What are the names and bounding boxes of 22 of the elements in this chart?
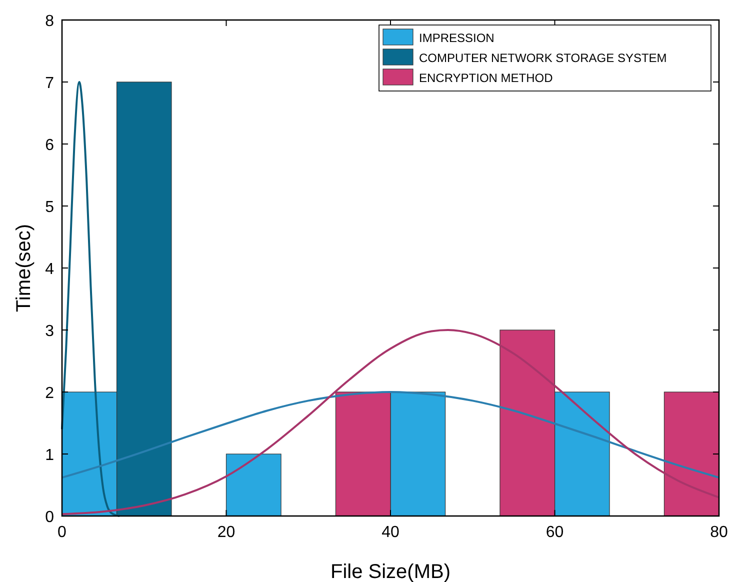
- y-axis-title: Time(sec): [13, 224, 35, 312]
- x-tick-label: 40: [382, 524, 400, 541]
- line-series: [61, 391, 720, 479]
- y-tick-label: 5: [45, 199, 54, 216]
- legend-label: COMPUTER NETWORK STORAGE SYSTEM: [419, 51, 667, 65]
- x-tick-label: 0: [58, 524, 67, 541]
- y-tick-label: 2: [45, 385, 54, 402]
- x-tick-label: 60: [546, 524, 564, 541]
- y-tick-label: 8: [45, 13, 54, 30]
- x-tick-label: 20: [217, 524, 236, 541]
- y-tick-label: 6: [45, 137, 54, 154]
- line-series: [61, 329, 720, 516]
- y-tick-label: 7: [45, 75, 54, 92]
- legend-label: IMPRESSION: [419, 31, 494, 45]
- y-tick-label: 1: [45, 447, 54, 464]
- x-tick-label: 80: [710, 524, 728, 541]
- line-series: [61, 81, 120, 517]
- y-tick-label: 4: [45, 261, 54, 278]
- x-axis-title: File Size(MB): [330, 561, 451, 582]
- y-tick-label: 0: [45, 509, 54, 526]
- y-tick-label: 3: [45, 323, 54, 340]
- legend-label: ENCRYPTION METHOD: [419, 71, 554, 85]
